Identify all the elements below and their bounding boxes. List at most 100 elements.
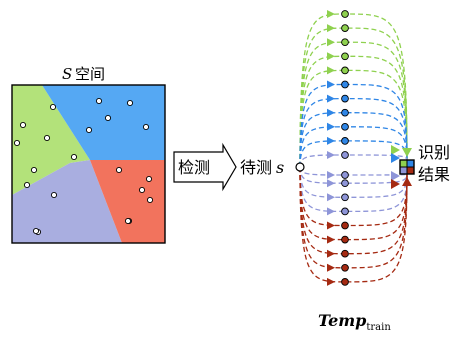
path-arrow-lavender — [327, 207, 335, 216]
path-arrow-green — [327, 52, 335, 61]
converge-arrow-top — [402, 148, 412, 157]
template-node-blue — [341, 108, 349, 117]
template-node-blue — [341, 137, 349, 145]
space-point — [142, 123, 150, 131]
path-arrow-lavender — [327, 179, 335, 188]
space-sample-points — [13, 97, 154, 236]
template-path-green — [299, 69, 408, 168]
path-arrow-red — [327, 263, 335, 272]
converge-arrow — [391, 145, 400, 155]
template-path-lavender — [299, 166, 408, 176]
space-point — [49, 103, 57, 111]
template-path-blue — [299, 112, 408, 168]
template-node-green — [341, 38, 349, 47]
template-node-green — [341, 66, 349, 75]
template-path-green — [299, 27, 408, 168]
template-node-red — [341, 235, 349, 244]
template-node-green — [341, 52, 349, 61]
space-point — [85, 126, 93, 134]
region-blue — [42, 85, 165, 160]
template-path-green — [299, 13, 408, 168]
template-path-blue — [299, 140, 408, 168]
template-node-blue — [341, 94, 349, 103]
space-point — [126, 99, 134, 107]
detect-label: 检测 — [178, 158, 210, 177]
template-node-green — [341, 24, 349, 32]
path-arrow-lavender — [327, 151, 335, 159]
space-point — [95, 97, 103, 105]
converge-arrow — [391, 171, 400, 181]
template-path-red — [299, 166, 408, 283]
space-border — [11, 84, 166, 244]
path-arrow-blue — [327, 136, 335, 145]
template-path-red — [299, 166, 408, 241]
template-node-lavender — [341, 179, 349, 188]
path-arrow-green — [327, 10, 335, 18]
path-arrow-green — [327, 38, 335, 47]
space-point — [50, 191, 58, 199]
path-arrow-blue — [327, 122, 335, 131]
template-path-blue — [299, 97, 408, 168]
space-point — [145, 175, 153, 183]
template-node-green — [341, 10, 349, 18]
region-green — [12, 85, 90, 195]
path-arrow-red — [327, 235, 335, 244]
path-arrow-red — [327, 277, 335, 286]
template-node-lavender — [341, 151, 349, 159]
template-path-lavender — [299, 166, 408, 213]
template-path-blue — [299, 126, 408, 168]
space-title-symbol: S — [62, 65, 72, 83]
result-node — [399, 159, 415, 175]
space-point — [70, 153, 78, 161]
template-node-lavender — [341, 171, 349, 179]
path-arrow-lavender — [327, 171, 335, 179]
result-label-line1: 识别 — [418, 143, 450, 162]
converge-arrow — [391, 153, 400, 163]
path-arrow-lavender — [327, 193, 335, 202]
converge-arrow — [391, 179, 400, 189]
template-node-red — [341, 278, 349, 286]
space-point — [13, 139, 21, 147]
converge-arrow-bottom — [402, 177, 412, 186]
template-node-red — [341, 221, 349, 230]
path-arrow-blue — [327, 108, 335, 117]
template-path-lavender — [299, 166, 408, 184]
detect-arrow: 检测 — [173, 142, 237, 192]
path-arrow-red — [327, 221, 335, 230]
template-path-green — [299, 55, 408, 168]
template-node-lavender — [341, 207, 349, 216]
space-point — [30, 166, 38, 174]
result-label-line2: 结果 — [418, 165, 450, 184]
path-arrow-green — [327, 66, 335, 75]
space-point — [104, 114, 112, 122]
path-arrow-green — [327, 24, 335, 33]
template-node-blue — [341, 80, 349, 89]
space-point — [23, 181, 31, 189]
template-node-lavender — [341, 193, 349, 202]
space-point — [43, 134, 51, 142]
space-point — [146, 196, 154, 204]
path-arrow-blue — [327, 80, 335, 89]
region-red — [90, 160, 165, 243]
s-space-panel: S 空间 — [11, 65, 166, 244]
test-sample-label: 待测 s — [240, 158, 284, 177]
space-point — [124, 217, 132, 225]
template-node-red — [341, 249, 349, 258]
template-node-red — [341, 263, 349, 272]
path-arrow-red — [327, 249, 335, 258]
space-point — [138, 186, 146, 194]
test-sample-node — [295, 162, 305, 172]
template-path-lavender — [299, 154, 408, 168]
space-title-text: 空间 — [75, 65, 105, 83]
template-path-green — [299, 41, 408, 168]
space-point — [19, 121, 27, 129]
template-label: Temptrain — [318, 311, 391, 333]
template-paths — [299, 10, 412, 286]
region-lavender — [12, 160, 122, 243]
path-arrow-blue — [327, 94, 335, 103]
space-point — [115, 166, 123, 174]
template-path-red — [299, 166, 408, 255]
space-point — [32, 227, 40, 235]
template-node-blue — [341, 122, 349, 131]
